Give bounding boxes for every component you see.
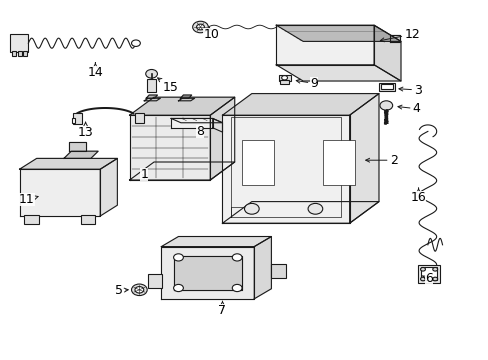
Polygon shape [222,115,349,223]
Text: 14: 14 [87,63,103,78]
Circle shape [420,267,425,271]
Circle shape [232,284,242,292]
Polygon shape [146,95,157,98]
Bar [24,215,39,224]
Polygon shape [129,162,234,180]
Bar [18,51,21,56]
Text: 1: 1 [140,168,148,181]
Polygon shape [161,237,271,247]
Circle shape [131,284,147,296]
Text: 11: 11 [19,193,38,206]
Polygon shape [171,118,222,123]
Circle shape [192,21,208,33]
Circle shape [173,284,183,292]
Bar [417,265,439,283]
Polygon shape [178,98,194,101]
Circle shape [244,203,259,214]
Text: 8: 8 [196,125,204,138]
Polygon shape [129,115,210,180]
Polygon shape [129,97,234,115]
Polygon shape [276,25,373,65]
Text: 3: 3 [398,84,421,96]
Text: 10: 10 [203,28,219,41]
Bar [10,34,28,52]
Text: 5: 5 [115,284,128,297]
Polygon shape [144,98,160,101]
Polygon shape [69,142,86,151]
Circle shape [135,287,143,293]
Polygon shape [161,247,254,299]
Polygon shape [349,94,378,223]
Circle shape [173,254,183,261]
Polygon shape [171,118,212,128]
Circle shape [432,267,437,271]
Text: 2: 2 [365,154,397,167]
Text: 15: 15 [157,78,178,94]
Circle shape [307,203,322,214]
Circle shape [379,101,392,110]
Bar [73,113,81,124]
Polygon shape [210,97,234,180]
Text: 7: 7 [218,301,226,317]
Circle shape [432,277,437,281]
Polygon shape [100,158,117,216]
Bar [420,267,436,280]
Circle shape [281,76,287,80]
Polygon shape [222,202,378,223]
Bar [147,274,162,288]
Polygon shape [20,158,117,169]
Bar [380,84,392,89]
Circle shape [131,40,140,46]
Text: 6: 6 [422,273,432,285]
Polygon shape [20,169,100,216]
Bar [378,83,394,91]
Circle shape [145,69,157,78]
Bar [135,113,143,123]
Polygon shape [254,237,271,299]
Circle shape [420,277,425,281]
Polygon shape [222,94,378,115]
Bar [271,264,285,278]
Polygon shape [389,35,399,42]
Circle shape [232,254,242,261]
Circle shape [196,24,204,30]
Bar [242,140,273,185]
Polygon shape [64,151,98,158]
Bar [322,140,354,185]
Text: 13: 13 [78,122,93,139]
Bar [278,75,290,81]
Polygon shape [373,25,400,81]
Polygon shape [212,118,222,132]
Polygon shape [276,25,400,41]
Text: 16: 16 [410,188,426,204]
Polygon shape [276,65,400,81]
Text: 12: 12 [380,28,419,42]
Bar [23,51,27,56]
Text: 4: 4 [397,102,420,115]
Bar [280,80,289,84]
Polygon shape [180,95,191,98]
Bar [146,79,156,92]
Bar [12,51,16,56]
Bar [72,118,75,123]
Text: 9: 9 [296,77,318,90]
Polygon shape [173,256,242,290]
Bar [81,215,95,224]
